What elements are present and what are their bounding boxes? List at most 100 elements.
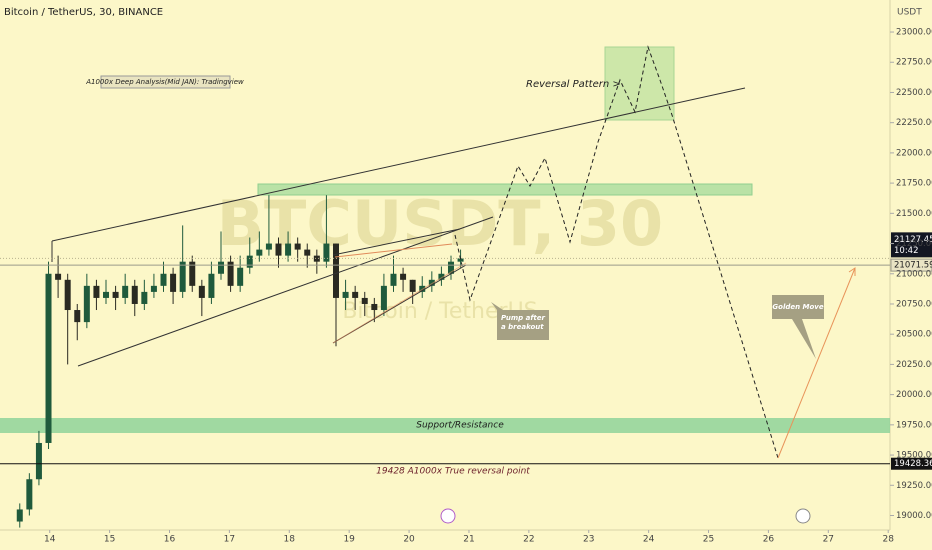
event-icon[interactable] — [795, 508, 811, 524]
candle-body — [438, 273, 445, 280]
reversal-box — [604, 46, 675, 121]
golden-label: Golden Move — [772, 303, 823, 311]
pump-callout — [491, 302, 549, 340]
price-level-box — [891, 457, 932, 470]
candle-body — [150, 285, 157, 292]
x-tick-label: 20 — [403, 535, 415, 545]
x-tick-label: 16 — [164, 535, 176, 545]
price-level-label: 19428.36 — [894, 459, 932, 469]
candle-body — [26, 479, 33, 510]
y-tick-label: 20500.00 — [896, 330, 932, 340]
price-level-label: 21071.59 — [894, 261, 932, 271]
y-tick-label: 21000.00 — [896, 269, 932, 279]
candle-body — [275, 243, 282, 256]
candle-body — [457, 258, 464, 262]
candle-body — [447, 261, 454, 274]
wedge-line — [334, 243, 453, 258]
candle-body — [256, 249, 263, 256]
analysis-label: A1000x Deep Analysis(Mid JAN): Tradingvi… — [85, 78, 244, 86]
candle-body — [400, 273, 407, 280]
candle-body — [112, 291, 119, 298]
x-tick-label: 22 — [523, 535, 534, 545]
candle-body — [160, 273, 167, 286]
support-label: Support/Resistance — [416, 421, 504, 431]
candle-body — [332, 243, 339, 298]
trend-line — [51, 87, 746, 242]
candle-body — [218, 261, 225, 274]
candle-body — [198, 285, 205, 298]
candle-body — [131, 285, 138, 304]
reversal-label: Reversal Pattern > — [526, 79, 621, 90]
candle-body — [141, 291, 148, 304]
candle-body — [390, 273, 397, 286]
y-tick-label: 21750.00 — [896, 179, 932, 189]
y-tick-label: 19500.00 — [896, 451, 932, 461]
projection-path — [454, 45, 779, 459]
y-tick-label: 23000.00 — [896, 28, 932, 38]
x-tick-label: 14 — [44, 535, 56, 545]
x-tick-label: 18 — [284, 535, 296, 545]
y-tick-label: 20750.00 — [896, 299, 932, 309]
last-price-label: 21127.45 — [894, 235, 932, 245]
x-tick-label: 27 — [823, 535, 834, 545]
candles — [16, 195, 464, 528]
pump-label: Pump after a breakout — [501, 314, 545, 331]
candle-body — [428, 279, 435, 286]
candle-body — [409, 279, 416, 292]
currency: USDT — [897, 8, 922, 18]
candle-body — [74, 310, 81, 323]
x-tick-label: 26 — [763, 535, 775, 545]
x-tick-label: 19 — [343, 535, 355, 545]
analysis-box — [100, 75, 231, 89]
reversal-point-label: 19428 A1000x True reversal point — [376, 467, 530, 477]
y-tick-label: 22250.00 — [896, 118, 932, 128]
candle-body — [83, 285, 90, 323]
candle-body — [323, 243, 330, 262]
support-zone — [0, 418, 890, 433]
candle-body — [304, 249, 311, 256]
pump-holder: Pump after a breakout — [501, 314, 545, 331]
y-tick-label: 22750.00 — [896, 58, 932, 68]
candle-body — [227, 261, 234, 286]
wedge-line — [332, 262, 467, 344]
y-tick-label: 19000.00 — [896, 511, 932, 521]
candle-body — [352, 291, 359, 298]
x-tick-label: 28 — [882, 535, 894, 545]
candle-body — [93, 285, 100, 298]
y-tick-label: 19250.00 — [896, 481, 932, 491]
x-tick-label: 23 — [583, 535, 594, 545]
candle-body — [265, 243, 272, 250]
trend-line — [77, 216, 494, 367]
x-tick-label: 25 — [703, 535, 714, 545]
watermark: BTCUSDT, 30 — [217, 187, 663, 260]
y-tick-label: 22000.00 — [896, 148, 932, 158]
candle-body — [342, 291, 349, 298]
countdown-label: 10:42 — [894, 246, 919, 256]
resistance-zone — [257, 183, 753, 196]
y-tick-label: 20000.00 — [896, 390, 932, 400]
candle-body — [103, 291, 110, 298]
candle-body — [285, 243, 292, 256]
arrow-head — [848, 267, 856, 276]
candle-body — [246, 255, 253, 268]
candle-body — [361, 297, 368, 304]
candle-body — [122, 285, 129, 298]
y-tick-label: 20250.00 — [896, 360, 932, 370]
candle-body — [313, 255, 320, 262]
event-icon[interactable] — [440, 508, 456, 524]
y-tick-label: 19750.00 — [896, 420, 932, 430]
y-tick-label: 21500.00 — [896, 209, 932, 219]
candle-body — [189, 261, 196, 286]
last-price-box — [891, 232, 932, 258]
candle-body — [35, 442, 42, 480]
price-level-box — [890, 258, 932, 272]
candle-body — [64, 279, 71, 311]
golden-callout — [772, 295, 824, 359]
candle-body — [55, 273, 62, 280]
y-tick-label: 22500.00 — [896, 88, 932, 98]
x-tick-label: 24 — [643, 535, 655, 545]
